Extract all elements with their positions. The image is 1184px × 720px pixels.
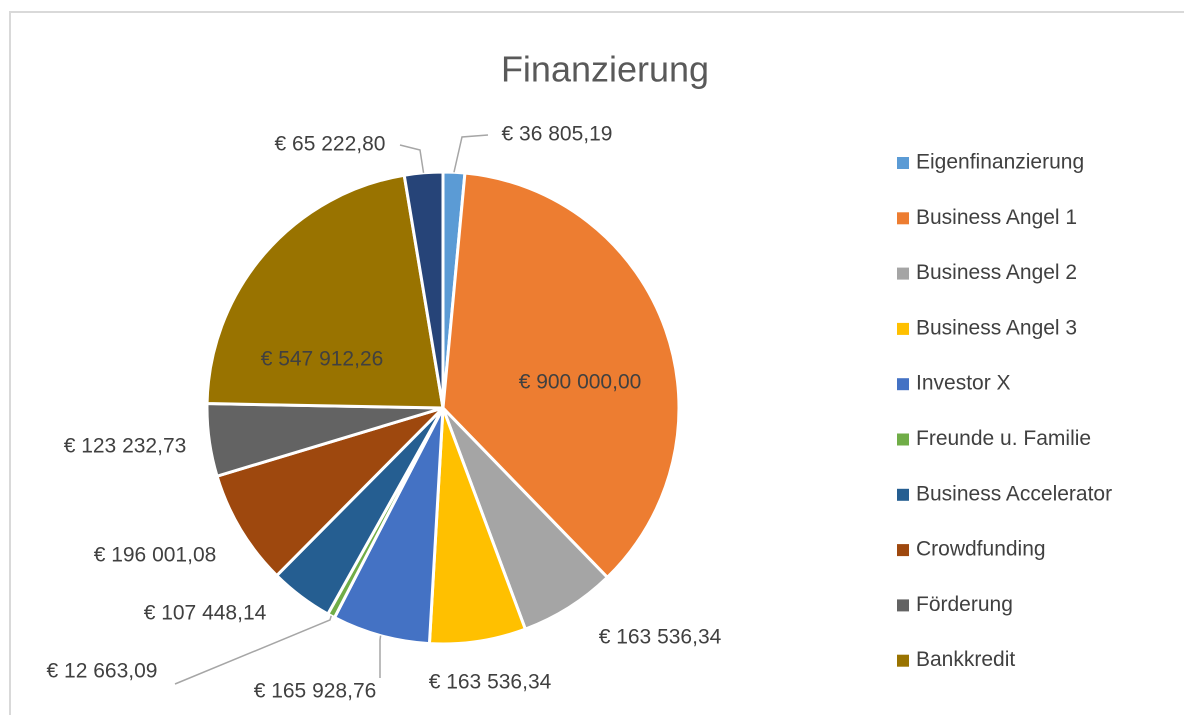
data-label: € 107 448,14 xyxy=(144,602,267,625)
legend-label: Business Accelerator xyxy=(916,482,1112,505)
pie-slice xyxy=(441,171,681,580)
data-label: € 900 000,00 xyxy=(519,371,642,394)
legend-swatch xyxy=(897,267,909,280)
legend-swatch xyxy=(897,654,909,667)
legend-swatch xyxy=(897,599,909,612)
pie-slice xyxy=(205,173,445,410)
legend-swatch xyxy=(897,488,909,501)
data-label: € 165 928,76 xyxy=(254,680,377,703)
legend-swatch xyxy=(897,378,909,391)
leader-line xyxy=(379,635,382,678)
data-label: € 12 663,09 xyxy=(47,660,158,683)
leader-line xyxy=(453,134,489,173)
data-label: € 196 001,08 xyxy=(94,544,217,567)
data-label: € 36 805,19 xyxy=(502,123,613,146)
legend-swatch xyxy=(897,157,909,169)
pie-slice xyxy=(215,406,445,578)
leader-line xyxy=(174,615,332,685)
legend-label: Eigenfinanzierung xyxy=(916,151,1084,174)
data-label: € 163 536,34 xyxy=(429,671,552,694)
legend-label: Freunde u. Familie xyxy=(916,427,1091,450)
data-label: € 163 536,34 xyxy=(599,626,722,649)
data-label: € 65 222,80 xyxy=(275,133,386,156)
legend-label: Business Angel 1 xyxy=(916,206,1077,229)
legend-swatch xyxy=(897,544,909,557)
chart-title: Finanzierung xyxy=(501,49,709,90)
legend-swatch xyxy=(897,212,909,225)
pie-slice xyxy=(402,170,445,409)
legend-label: Business Angel 3 xyxy=(916,316,1077,339)
legend-label: Business Angel 2 xyxy=(916,261,1077,284)
data-label: € 547 912,26 xyxy=(261,348,384,371)
legend-label: Investor X xyxy=(916,372,1011,395)
data-label: € 123 232,73 xyxy=(64,435,187,458)
legend-label: Bankkredit xyxy=(916,648,1015,671)
legend-label: Förderung xyxy=(916,593,1013,616)
legend-swatch xyxy=(897,433,909,446)
leader-line xyxy=(399,144,425,173)
legend-swatch xyxy=(897,322,909,335)
legend-label: Crowdfunding xyxy=(916,538,1046,561)
